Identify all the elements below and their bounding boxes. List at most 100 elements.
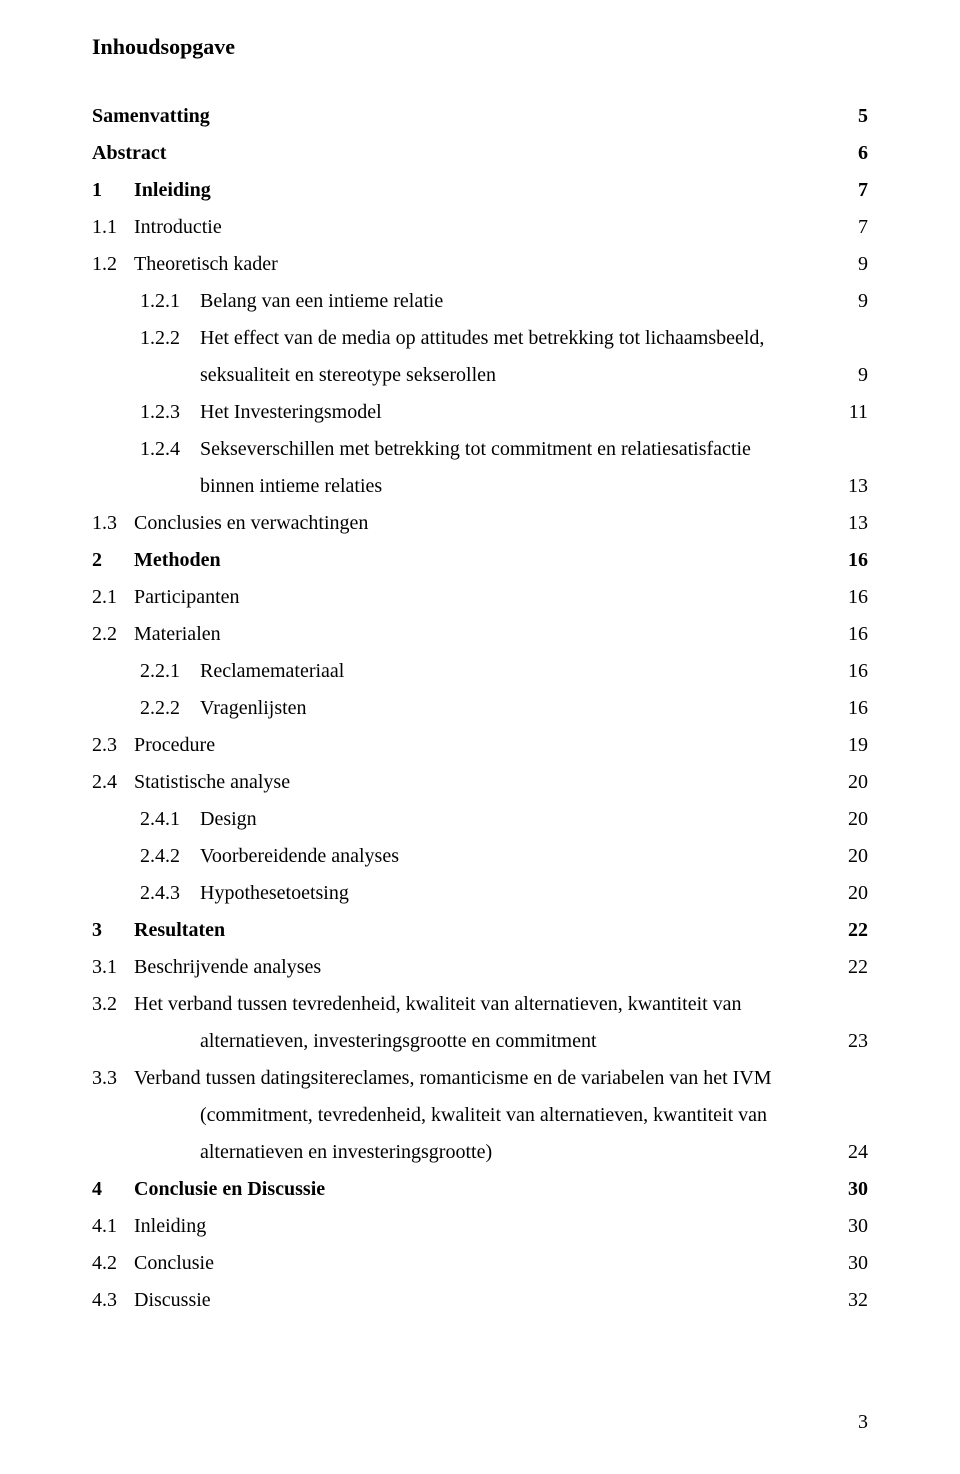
toc-text: Het verband tussen tevredenheid, kwalite…	[134, 986, 832, 1023]
page-title: Inhoudsopgave	[92, 34, 868, 60]
toc-page: 23	[832, 1023, 868, 1060]
toc-page: 22	[832, 912, 868, 949]
toc-page: 16	[832, 542, 868, 579]
toc-text: Methoden	[134, 542, 832, 579]
toc-row: 3.1Beschrijvende analyses22	[92, 949, 868, 986]
toc-page: 5	[832, 98, 868, 135]
toc-text: Voorbereidende analyses	[200, 838, 832, 875]
toc-row: 1.2.4Sekseverschillen met betrekking tot…	[92, 431, 868, 468]
toc-text: Design	[200, 801, 832, 838]
toc-text: Verband tussen datingsitereclames, roman…	[134, 1060, 832, 1097]
toc-text: Reclamemateriaal	[200, 653, 832, 690]
toc-page: 16	[832, 579, 868, 616]
toc-page: 9	[832, 283, 868, 320]
toc-number: 2.3	[92, 727, 134, 764]
toc-text: Het effect van de media op attitudes met…	[200, 320, 832, 357]
toc-number: 4.3	[92, 1282, 134, 1319]
toc-text: Procedure	[134, 727, 832, 764]
page-number: 3	[858, 1411, 868, 1434]
toc-text: Discussie	[134, 1282, 832, 1319]
toc-number: 1.1	[92, 209, 134, 246]
toc-number: 4	[92, 1171, 134, 1208]
toc-row: 3.3Verband tussen datingsitereclames, ro…	[92, 1060, 868, 1097]
toc-row: 2Methoden16	[92, 542, 868, 579]
toc-text: Conclusie	[134, 1245, 832, 1282]
toc-page: 20	[832, 801, 868, 838]
toc-text: Conclusie en Discussie	[134, 1171, 832, 1208]
toc-number: 1.2.3	[140, 394, 200, 431]
toc-row: 4Conclusie en Discussie30	[92, 1171, 868, 1208]
toc-text: Conclusies en verwachtingen	[134, 505, 832, 542]
toc-page: 30	[832, 1245, 868, 1282]
toc-page: 13	[832, 468, 868, 505]
toc-row: 1.3Conclusies en verwachtingen13	[92, 505, 868, 542]
toc-row: 1.2Theoretisch kader9	[92, 246, 868, 283]
toc-row: 2.2.2Vragenlijsten16	[92, 690, 868, 727]
toc-number: 4.1	[92, 1208, 134, 1245]
toc-text: Introductie	[134, 209, 832, 246]
toc-row: Abstract6	[92, 135, 868, 172]
toc-page: 16	[832, 616, 868, 653]
toc-page: 19	[832, 727, 868, 764]
toc-text: Inleiding	[134, 1208, 832, 1245]
toc-text: Het Investeringsmodel	[200, 394, 832, 431]
toc-number: 1.2.4	[140, 431, 200, 468]
toc-text: (commitment, tevredenheid, kwaliteit van…	[200, 1097, 832, 1134]
toc-number: 2.1	[92, 579, 134, 616]
toc-number: 3.2	[92, 986, 134, 1023]
toc-row: 1.1Introductie7	[92, 209, 868, 246]
toc-page: 11	[832, 394, 868, 431]
toc-number: 1.2.2	[140, 320, 200, 357]
toc-page: 13	[832, 505, 868, 542]
toc-page: 20	[832, 875, 868, 912]
toc-number: 1	[92, 172, 134, 209]
toc-row: 2.2.1Reclamemateriaal16	[92, 653, 868, 690]
table-of-contents: Samenvatting5Abstract61Inleiding71.1Intr…	[92, 98, 868, 1319]
toc-row: binnen intieme relaties13	[92, 468, 868, 505]
toc-page: 20	[832, 838, 868, 875]
toc-row: 2.2Materialen16	[92, 616, 868, 653]
toc-number: 2.2.2	[140, 690, 200, 727]
toc-page: 6	[832, 135, 868, 172]
toc-page: 30	[832, 1208, 868, 1245]
toc-text: Materialen	[134, 616, 832, 653]
toc-row: (commitment, tevredenheid, kwaliteit van…	[92, 1097, 868, 1134]
toc-row: seksualiteit en stereotype sekserollen9	[92, 357, 868, 394]
toc-text: alternatieven, investeringsgrootte en co…	[200, 1023, 832, 1060]
toc-row: alternatieven en investeringsgrootte)24	[92, 1134, 868, 1171]
toc-text: Abstract	[92, 135, 832, 172]
toc-row: 2.4Statistische analyse20	[92, 764, 868, 801]
toc-number: 2.4.2	[140, 838, 200, 875]
toc-number: 2.4.3	[140, 875, 200, 912]
toc-row: 3.2Het verband tussen tevredenheid, kwal…	[92, 986, 868, 1023]
toc-text: Theoretisch kader	[134, 246, 832, 283]
toc-text: seksualiteit en stereotype sekserollen	[200, 357, 832, 394]
toc-number: 2	[92, 542, 134, 579]
toc-text: Samenvatting	[92, 98, 832, 135]
toc-page: 32	[832, 1282, 868, 1319]
toc-page: 20	[832, 764, 868, 801]
toc-number: 3	[92, 912, 134, 949]
toc-text: Vragenlijsten	[200, 690, 832, 727]
toc-row: 1Inleiding7	[92, 172, 868, 209]
toc-number: 2.4.1	[140, 801, 200, 838]
toc-row: alternatieven, investeringsgrootte en co…	[92, 1023, 868, 1060]
toc-number: 2.4	[92, 764, 134, 801]
toc-number: 2.2.1	[140, 653, 200, 690]
toc-text: Sekseverschillen met betrekking tot comm…	[200, 431, 832, 468]
toc-number: 1.2.1	[140, 283, 200, 320]
toc-page: 22	[832, 949, 868, 986]
toc-number: 4.2	[92, 1245, 134, 1282]
toc-text: Participanten	[134, 579, 832, 616]
toc-number: 3.1	[92, 949, 134, 986]
toc-text: Belang van een intieme relatie	[200, 283, 832, 320]
toc-page: 30	[832, 1171, 868, 1208]
toc-row: 2.3Procedure19	[92, 727, 868, 764]
toc-number: 1.2	[92, 246, 134, 283]
toc-text: Hypothesetoetsing	[200, 875, 832, 912]
toc-row: 2.4.1Design20	[92, 801, 868, 838]
toc-row: 2.1Participanten16	[92, 579, 868, 616]
toc-row: 2.4.3Hypothesetoetsing20	[92, 875, 868, 912]
toc-text: alternatieven en investeringsgrootte)	[200, 1134, 832, 1171]
toc-row: 1.2.2Het effect van de media op attitude…	[92, 320, 868, 357]
